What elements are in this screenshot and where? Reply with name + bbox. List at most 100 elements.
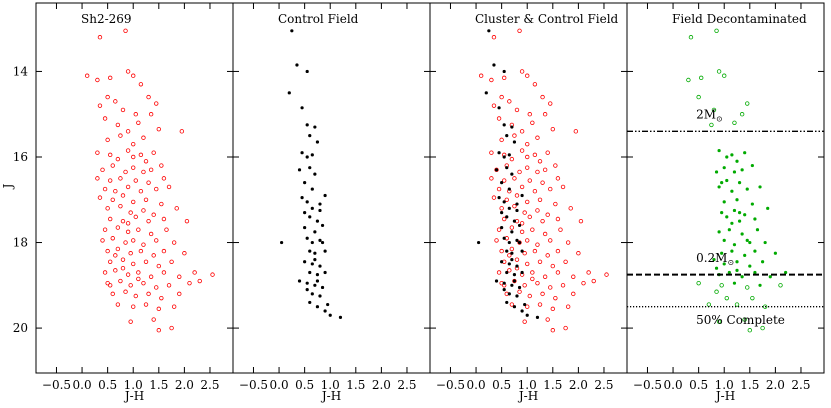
data-point [507,268,512,273]
data-point [509,156,515,162]
data-point [722,166,726,170]
data-point [502,69,506,74]
data-point [517,240,522,245]
data-point [717,185,721,189]
data-point [519,148,525,153]
data-point [760,325,765,331]
data-point [512,140,517,144]
data-point [131,304,136,309]
data-point [501,75,507,81]
data-point [545,150,550,155]
data-point [525,313,529,317]
data-point [725,178,729,183]
data-point [565,304,571,309]
data-point [164,227,169,232]
data-point [313,172,317,176]
data-point [290,29,294,33]
data-point [156,328,162,333]
data-point [735,268,739,272]
data-point [512,203,517,209]
data-point [522,319,527,324]
data-point [110,163,115,168]
data-point [494,168,499,172]
data-point [535,280,540,286]
data-point [148,112,154,117]
data-point [686,77,691,83]
data-point [740,232,744,236]
data-point [313,258,317,262]
data-point [143,302,149,307]
data-point [550,306,556,312]
data-point [720,210,724,215]
data-point [146,94,151,100]
x-tick-label: 0.5 [295,378,314,392]
data-point [730,249,734,253]
panel-3: −0.5 0.0 0.5 1.0 1.5 2.0 2.5 J-H Cluster & Contr… [429,2,628,403]
x-axis-label: J-H [517,389,538,403]
data-point [722,262,726,266]
data-point [778,283,783,288]
data-point [161,270,167,275]
data-point [527,293,532,299]
data-point [542,274,548,279]
data-point [120,107,126,113]
data-point [131,154,136,160]
data-point [525,304,530,309]
data-point [500,181,504,185]
data-point [502,155,506,159]
x-tick-label: 0.5 [689,378,708,392]
data-point [177,291,182,297]
data-point [555,216,561,222]
data-point [540,180,545,185]
data-point [131,261,136,267]
data-point [123,240,128,245]
data-point [510,230,514,234]
data-point [197,278,202,284]
data-point [542,231,548,237]
data-point [310,240,314,245]
data-point [525,154,530,160]
data-point [530,276,535,282]
data-point [532,248,538,254]
data-point [313,125,317,129]
y-tick-label: 18 [13,236,28,250]
data-point [698,75,704,81]
x-tick-label: 2.5 [594,378,613,392]
data-point [515,202,519,206]
data-point [576,251,581,256]
y-tick-label: 16 [13,150,28,164]
data-point [730,189,734,193]
x-tick-label: 0.5 [492,378,511,392]
data-point [571,274,576,279]
data-point [136,120,141,125]
data-point [571,291,576,297]
data-point [308,300,312,305]
data-point [734,302,740,307]
data-point [297,168,302,172]
data-point [507,240,511,245]
x-tick-label: 0.0 [467,378,486,392]
data-point [118,278,123,284]
data-point [750,295,755,301]
data-point [502,281,506,285]
data-point [509,225,515,230]
data-point [525,165,530,170]
data-point [555,248,561,254]
panel-frame [35,2,234,374]
data-point [525,73,530,78]
data-point [179,129,185,134]
data-point [512,219,517,223]
data-point [313,283,317,287]
data-point [512,278,517,284]
data-point [502,236,506,240]
data-point [745,285,750,290]
x-tick-label: 1.0 [715,378,734,392]
panel-title: Control Field [278,12,359,26]
data-point [310,206,314,210]
data-point [514,107,520,113]
data-point [310,187,314,191]
data-point [141,169,146,175]
data-point [517,223,522,228]
data-point [753,217,757,221]
data-point [510,283,514,287]
